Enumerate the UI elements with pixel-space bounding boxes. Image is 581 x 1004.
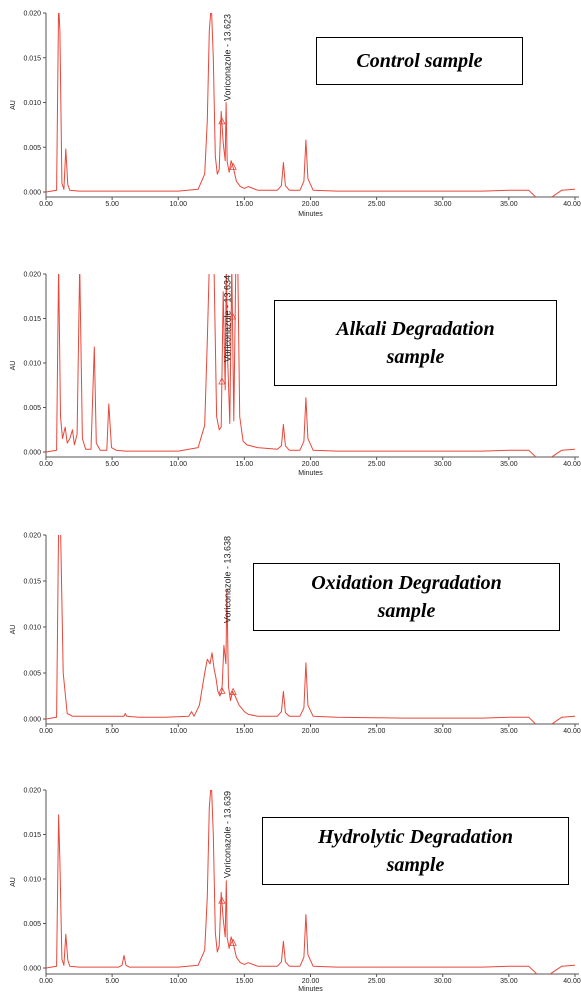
x-tick-label: 10.00 (169, 978, 187, 985)
y-tick-label: 0.020 (23, 533, 41, 540)
sample-label-text: Control sample (356, 47, 482, 75)
x-tick-label: 35.00 (500, 978, 518, 985)
x-tick-label: 15.00 (236, 461, 254, 468)
y-tick-label: 0.015 (23, 55, 41, 62)
x-axis-label: Minutes (298, 211, 323, 218)
x-tick-label: 5.00 (105, 728, 119, 735)
y-axis-label: AU (10, 877, 17, 887)
x-tick-label: 15.00 (236, 978, 254, 985)
x-tick-label: 20.00 (302, 728, 320, 735)
y-tick-label: 0.005 (23, 671, 41, 678)
x-tick-label: 30.00 (434, 728, 452, 735)
y-tick-label: 0.015 (23, 316, 41, 323)
x-tick-label: 10.00 (169, 201, 187, 208)
x-tick-label: 30.00 (434, 978, 452, 985)
y-tick-label: 0.010 (23, 877, 41, 884)
x-tick-label: 30.00 (434, 461, 452, 468)
y-tick-label: 0.000 (23, 190, 41, 197)
sample-label-line: Oxidation Degradation (311, 572, 502, 594)
x-tick-label: 35.00 (500, 201, 518, 208)
chart-panel-1: 0.000 0.005 0.010 0.015 0.020 0.00 5.00 10.00 15… (10, 11, 581, 219)
peak-annotation: Voriconazole - 13.634 (222, 275, 232, 362)
x-tick-label: 10.00 (169, 461, 187, 468)
y-tick-label: 0.005 (23, 921, 41, 928)
y-tick-label: 0.000 (23, 966, 41, 973)
x-tick-label: 10.00 (169, 728, 187, 735)
x-tick-label: 40.00 (563, 978, 581, 985)
x-tick-label: 40.00 (563, 201, 581, 208)
sample-label-box: Oxidation Degradation sample (253, 563, 560, 631)
peak-marker (229, 687, 237, 695)
x-tick-label: 25.00 (368, 728, 386, 735)
sample-label-line: sample (377, 600, 436, 622)
peak-annotation: Voriconazole - 13.638 (222, 536, 232, 623)
sample-label-box: Hydrolytic Degradation sample (262, 817, 569, 885)
chart-panel-3: 0.000 0.005 0.010 0.015 0.020 0.00 5.00 10.00 15… (10, 533, 581, 736)
x-axis-label: Minutes (298, 470, 323, 477)
x-tick-label: 5.00 (105, 201, 119, 208)
sample-label-line: sample (386, 346, 445, 368)
y-tick-label: 0.010 (23, 361, 41, 368)
sample-label-box: Control sample (316, 37, 523, 85)
peak-annotation: Voriconazole - 13.639 (222, 791, 232, 878)
peak-marker (229, 162, 237, 170)
y-axis-label: AU (10, 100, 17, 110)
chromatogram-trace (46, 790, 575, 974)
chart-panel-2: 0.000 0.005 0.010 0.015 0.020 0.00 5.00 10.00 15… (10, 272, 581, 478)
x-tick-label: 0.00 (39, 978, 53, 985)
x-tick-label: 35.00 (500, 728, 518, 735)
x-tick-label: 30.00 (434, 201, 452, 208)
x-axis-label: Minutes (298, 986, 323, 993)
y-tick-label: 0.015 (23, 579, 41, 586)
chromatogram-trace (46, 274, 575, 457)
x-tick-label: 0.00 (39, 728, 53, 735)
x-tick-label: 15.00 (236, 728, 254, 735)
x-tick-label: 35.00 (500, 461, 518, 468)
y-tick-label: 0.020 (23, 11, 41, 18)
x-tick-label: 25.00 (368, 461, 386, 468)
x-tick-label: 40.00 (563, 728, 581, 735)
sample-label-text: Hydrolytic Degradation sample (318, 823, 513, 879)
y-axis-label: AU (10, 625, 17, 635)
x-tick-label: 15.00 (236, 201, 254, 208)
chromatogram-trace (46, 535, 575, 724)
x-tick-label: 25.00 (368, 978, 386, 985)
peak-marker (218, 896, 226, 904)
y-tick-label: 0.000 (23, 450, 41, 457)
x-tick-label: 5.00 (105, 978, 119, 985)
y-tick-label: 0.005 (23, 145, 41, 152)
x-tick-label: 0.00 (39, 461, 53, 468)
peak-marker (218, 686, 226, 694)
y-axis-label: AU (10, 361, 17, 371)
sample-label-line: Hydrolytic Degradation (318, 826, 513, 848)
y-tick-label: 0.015 (23, 832, 41, 839)
sample-label-text: Alkali Degradation sample (336, 315, 494, 371)
x-tick-label: 20.00 (302, 201, 320, 208)
sample-label-box: Alkali Degradation sample (274, 300, 557, 386)
chart-panel-4: 0.000 0.005 0.010 0.015 0.020 0.00 5.00 10.00 15… (10, 788, 581, 994)
x-tick-label: 20.00 (302, 978, 320, 985)
y-tick-label: 0.010 (23, 625, 41, 632)
x-tick-label: 40.00 (563, 461, 581, 468)
y-tick-label: 0.020 (23, 788, 41, 795)
peak-marker (218, 116, 226, 125)
peak-annotation: Voriconazole - 13.623 (222, 14, 232, 101)
x-tick-label: 5.00 (105, 461, 119, 468)
y-tick-label: 0.020 (23, 272, 41, 279)
y-tick-label: 0.000 (23, 717, 41, 724)
x-tick-label: 20.00 (302, 461, 320, 468)
peak-marker (229, 938, 237, 946)
chromatogram-trace (46, 13, 575, 197)
y-tick-label: 0.005 (23, 405, 41, 412)
peak-marker (218, 377, 226, 385)
y-tick-label: 0.010 (23, 100, 41, 107)
sample-label-text: Oxidation Degradation sample (311, 569, 502, 625)
sample-label-line: Control sample (356, 50, 483, 72)
x-tick-label: 25.00 (368, 201, 386, 208)
sample-label-line: sample (386, 854, 445, 876)
x-tick-label: 0.00 (39, 201, 53, 208)
peak-marker (228, 312, 237, 320)
sample-label-line: Alkali Degradation (336, 318, 495, 340)
